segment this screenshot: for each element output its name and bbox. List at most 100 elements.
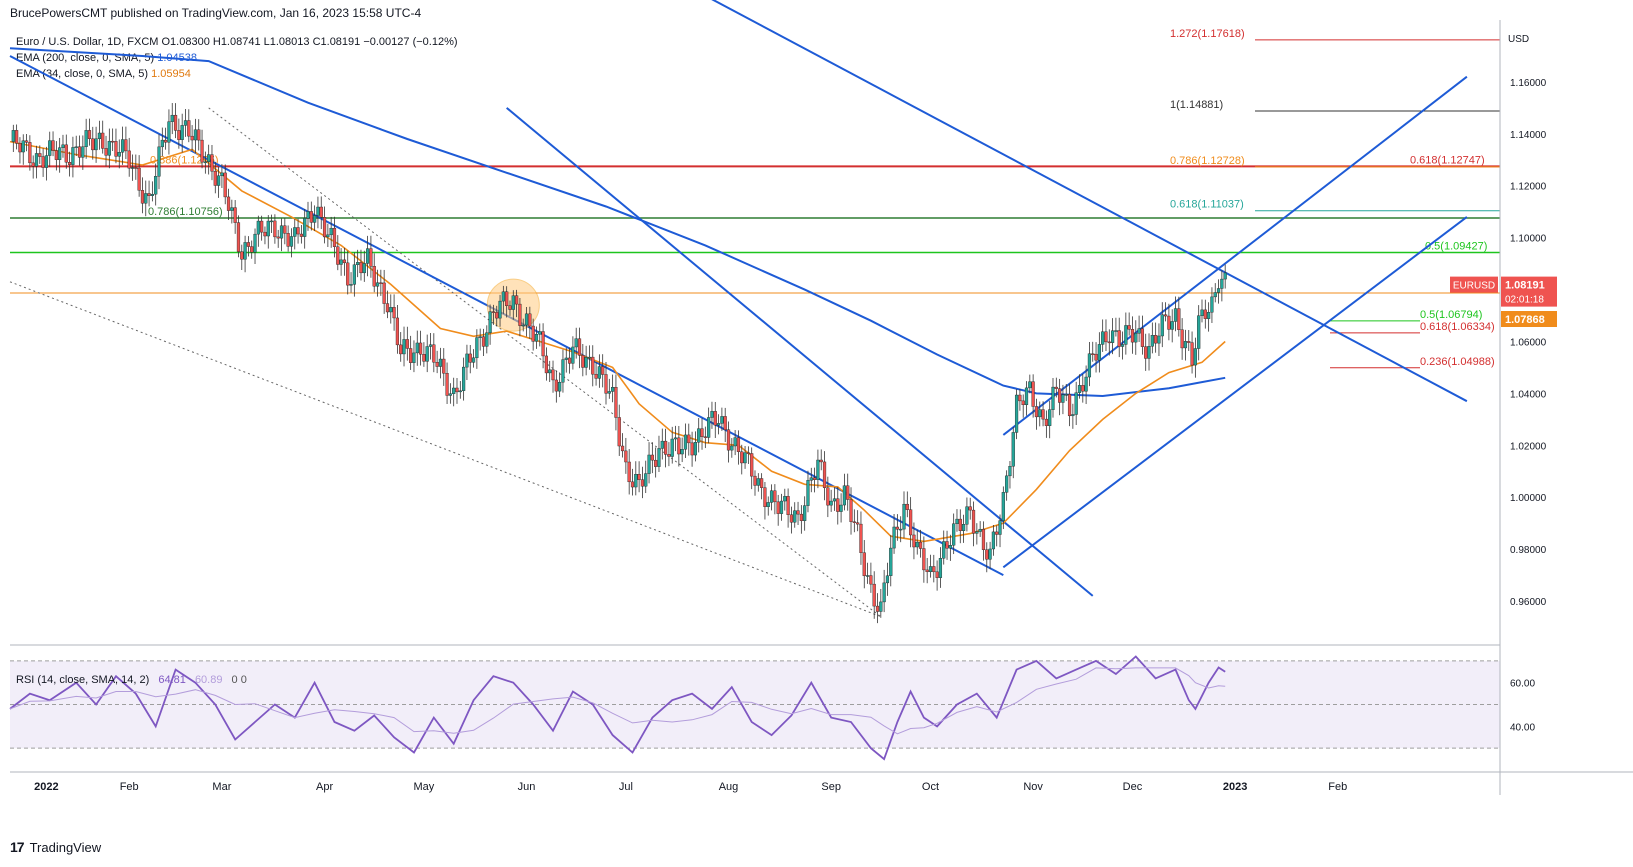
candle-body [793,510,797,523]
candle-body [15,130,19,144]
candle-body [991,531,995,550]
candle-body [452,387,456,394]
candle-body [375,282,380,287]
candle-body [382,282,386,304]
candle-body [614,387,618,418]
y-tick-label: 1.02000 [1510,441,1547,452]
candle-body [680,449,684,455]
candle-body [319,206,323,218]
x-tick-label: Mar [212,781,231,793]
candle-body [177,130,181,140]
candle-body [736,437,741,452]
candle-body [458,390,462,393]
candle-body [293,227,297,237]
candle-body [581,355,585,368]
candle-body [1124,325,1128,345]
channel-lower [1002,216,1468,569]
candle-body [730,445,734,451]
candle-body [236,222,241,252]
candle-body [322,217,327,238]
candle-body [607,391,611,394]
fib-label-4: 0.618(1.11037) [1170,199,1244,211]
candle-body [541,331,545,357]
candle-body [796,510,800,515]
candle-body [587,356,592,359]
fib-label-0: 1.272(1.17618) [1170,28,1245,40]
candle-body [164,139,168,143]
y-tick-label: 1.14000 [1510,130,1547,141]
candle-body [266,220,270,237]
candle-body [21,140,25,153]
candle-body [925,569,929,573]
price-tag-value: 1.08191 [1505,280,1545,292]
candle-body [1074,392,1078,415]
candle-body [269,220,274,223]
candle-body [935,571,939,578]
currency-label: USD [1508,34,1529,45]
rsi-y-tick-label: 40.00 [1510,722,1535,733]
x-tick-label: 2022 [34,781,58,793]
candle-body [124,139,128,152]
candle-body [1031,381,1035,407]
price-tag-bg [1501,276,1557,307]
candle-body [713,411,717,426]
candle-body [48,140,52,156]
candle-body [1117,330,1121,347]
candle-body [544,355,548,374]
candle-body [779,500,784,514]
candle-body [1154,335,1158,344]
candle-body [395,317,399,346]
candle-body [1207,311,1211,319]
candle-body [1094,353,1098,361]
candle-body [958,518,962,531]
legend-ohlc: O1.08300 H1.08741 L1.08013 C1.08191 −0.0… [161,36,458,48]
candle-body [640,479,645,487]
candle-body [594,373,598,379]
main-price-pane[interactable]: 1.272(1.17618) 1(1.14881) 0.786(1.12728) 0.… [9,0,1500,624]
candle-body [909,509,913,536]
candle-body [813,477,817,480]
candle-body [51,140,55,151]
candle-body [971,509,976,534]
fib-label-9: 0.236(1.04988) [1420,356,1495,368]
channel-upper [1002,75,1468,436]
candle-body [134,167,138,169]
candle-body [366,248,370,264]
candle-body [101,132,105,149]
candle-body [700,428,704,437]
candle-body [326,234,330,238]
candle-body [769,490,774,503]
candle-body [1081,385,1085,392]
candle-body [995,531,999,535]
candle-body [329,227,333,236]
rsi-extra: 0 0 [232,674,247,686]
candle-body [620,445,625,452]
candle-body [1163,314,1168,317]
candle-body [657,448,661,467]
candle-body [895,526,899,530]
tradingview-logo[interactable]: 17 TradingView [10,839,101,855]
candle-body [902,503,906,530]
candle-body [710,411,714,418]
candle-body [475,337,479,359]
candle-body [339,259,343,265]
candle-body [720,416,724,424]
candle-body [216,175,221,186]
candle-body [571,346,575,364]
dotted-wedge-lower [9,281,882,618]
candle-body [1157,335,1161,344]
candle-body [167,121,171,143]
y-tick-label: 1.12000 [1510,182,1547,193]
rsi-pane[interactable] [9,655,1500,761]
candle-body [577,338,582,356]
candle-body [117,152,121,157]
candle-body [998,520,1002,535]
candle-body [505,291,509,306]
candle-body [879,601,883,612]
candle-body [1001,492,1005,521]
candle-body [286,233,290,247]
candle-body [160,139,164,148]
candle-body [773,490,777,503]
candle-body [746,452,750,454]
